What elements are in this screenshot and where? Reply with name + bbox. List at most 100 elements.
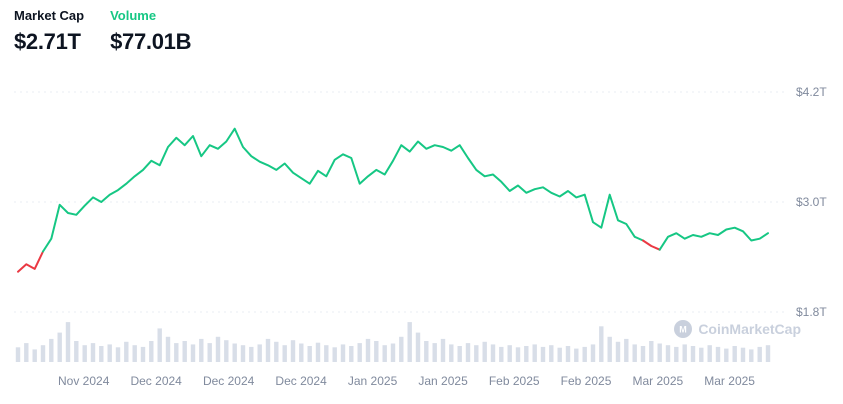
- volume-bar: [524, 346, 529, 362]
- volume-bar: [624, 338, 629, 362]
- volume-value: $77.01B: [110, 29, 192, 54]
- volume-bar: [532, 344, 537, 362]
- volume-bar: [732, 346, 737, 362]
- volume-bar: [190, 344, 196, 362]
- volume-bar: [324, 345, 329, 362]
- volume-bar: [57, 332, 62, 362]
- volume-bar: [507, 345, 512, 362]
- volume-bar: [349, 346, 354, 362]
- volume-bar: [15, 347, 21, 362]
- volume-bar: [132, 345, 137, 362]
- volume-bar: [615, 341, 621, 362]
- x-axis-label: Jan 2025: [347, 374, 398, 388]
- volume-bar: [65, 322, 71, 362]
- volume-bar: [199, 338, 204, 362]
- volume-bar: [424, 341, 429, 362]
- volume-bar: [482, 341, 487, 362]
- volume-bar: [140, 346, 146, 362]
- x-axis-label: Jan 2025: [418, 374, 468, 388]
- volume-bar: [457, 346, 462, 362]
- volume-bar: [207, 343, 212, 362]
- volume-bar: [99, 346, 104, 362]
- volume-bar: [224, 340, 229, 362]
- volume-bar: [299, 343, 304, 362]
- volume-bar: [282, 345, 287, 362]
- volume-bar: [90, 343, 96, 362]
- volume-bar: [74, 341, 79, 362]
- volume-bar: [40, 345, 46, 362]
- market-cap-line-segment: [658, 226, 769, 251]
- volume-bar: [740, 347, 746, 362]
- coinmarketcap-logo-icon: M: [674, 320, 693, 338]
- volume-label: Volume: [110, 8, 157, 23]
- volume-bar: [657, 343, 662, 362]
- volume-bar: [590, 344, 596, 362]
- volume-bar: [757, 346, 762, 362]
- volume-bar: [449, 344, 454, 362]
- x-axis-label: Mar 2025: [632, 374, 684, 388]
- x-axis-label: Dec 2024: [130, 374, 182, 388]
- volume-bar: [174, 343, 179, 362]
- volume-bar: [374, 341, 379, 362]
- volume-bar: [765, 345, 771, 362]
- volume-bar: [749, 349, 754, 362]
- volume-bar: [49, 338, 54, 362]
- stat-volume[interactable]: Volume $77.01B: [110, 8, 191, 55]
- volume-bar: [715, 346, 721, 362]
- volume-bar: [165, 336, 171, 362]
- volume-bar: [432, 343, 437, 362]
- x-axis-label: Feb 2025: [560, 374, 612, 388]
- x-axis-label: Dec 2024: [202, 374, 255, 388]
- volume-bar: [665, 345, 671, 362]
- volume-bar: [499, 346, 504, 362]
- volume-bar: [515, 347, 521, 362]
- volume-bar: [82, 345, 87, 362]
- volume-bar: [32, 349, 37, 362]
- volume-bar: [24, 343, 29, 362]
- volume-bar: [115, 347, 121, 362]
- volume-bar: [357, 343, 362, 362]
- volume-bar: [365, 338, 371, 362]
- volume-bar: [290, 340, 296, 362]
- volume-bar: [582, 346, 587, 362]
- volume-bar: [707, 345, 712, 362]
- volume-bar: [332, 347, 337, 362]
- volume-bar: [540, 346, 546, 362]
- volume-bar: [382, 345, 387, 362]
- volume-bar: [574, 348, 579, 362]
- volume-bar: [632, 344, 637, 362]
- market-cap-line-down-segment: [642, 239, 661, 251]
- volume-bar: [340, 344, 346, 362]
- volume-bar: [440, 338, 446, 362]
- volume-bar: [490, 344, 496, 362]
- volume-bar: [557, 347, 562, 362]
- coinmarketcap-watermark: M CoinMarketCap: [674, 320, 801, 338]
- volume-bar: [149, 341, 154, 362]
- volume-bar: [257, 344, 262, 362]
- volume-bar: [607, 336, 612, 362]
- y-axis-tick-label: $4.2T: [796, 85, 827, 99]
- x-axis-label: Dec 2024: [275, 374, 327, 388]
- volume-bar: [232, 343, 237, 362]
- volume-bar: [699, 347, 704, 362]
- volume-bar: [274, 341, 279, 362]
- volume-bar: [682, 344, 687, 362]
- x-axis: Nov 2024 Dec 2024 Dec 2024 Dec 2024 Jan 2025…: [58, 374, 755, 388]
- svg-text:M: M: [680, 324, 688, 334]
- x-axis-label: Feb 2025: [488, 374, 540, 388]
- volume-bar: [124, 341, 129, 362]
- volume-bar: [399, 336, 404, 362]
- volume-bar: [474, 345, 479, 362]
- watermark-text: CoinMarketCap: [698, 321, 801, 337]
- x-axis-label: Nov 2024: [58, 374, 110, 388]
- volume-bar: [565, 346, 571, 362]
- volume-bar: [307, 346, 312, 362]
- market-cap-line-segment: [42, 127, 644, 253]
- volume-bar: [390, 343, 396, 362]
- chart-header-stats: Market Cap $2.71T Volume $77.01B: [14, 8, 191, 55]
- volume-bar: [315, 342, 321, 362]
- stat-market-cap[interactable]: Market Cap $2.71T: [14, 8, 84, 55]
- volume-bar: [407, 322, 412, 362]
